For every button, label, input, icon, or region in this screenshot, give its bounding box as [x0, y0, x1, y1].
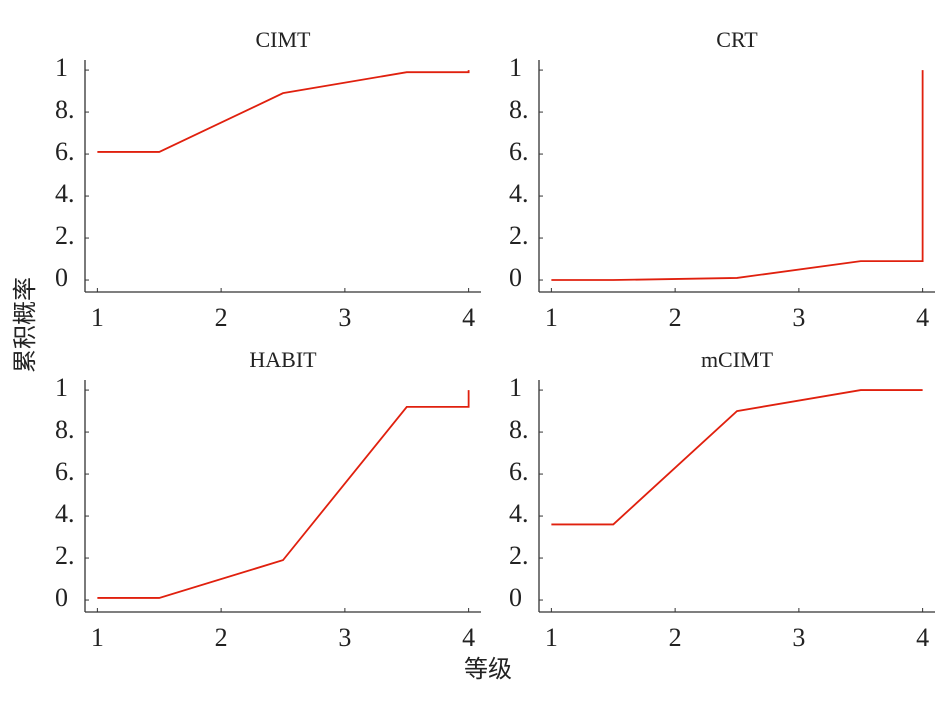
y-tick-label: 8. [55, 415, 75, 444]
y-tick-label: 4. [55, 499, 75, 528]
y-tick-label: 6. [509, 137, 529, 166]
y-tick-label: 0 [55, 263, 68, 292]
x-tick-label: 3 [338, 623, 351, 652]
x-tick-label: 2 [215, 623, 228, 652]
y-tick-label: 8. [55, 95, 75, 124]
y-tick-label: 8. [509, 415, 529, 444]
y-tick-label: 1 [509, 373, 522, 402]
y-tick-label: 4. [509, 499, 529, 528]
x-tick-label: 4 [916, 623, 929, 652]
y-tick-label: 1 [55, 373, 68, 402]
y-tick-label: 2. [55, 541, 75, 570]
y-tick-label: 4. [509, 179, 529, 208]
panel-title: HABIT [249, 347, 317, 372]
panel-title: CIMT [256, 27, 312, 52]
line [97, 390, 470, 599]
y-tick-label: 1 [55, 53, 68, 82]
x-tick-label: 2 [669, 623, 682, 652]
x-tick-label: 1 [545, 623, 558, 652]
y-tick-label: 2. [55, 221, 75, 250]
y-tick-label: 6. [509, 457, 529, 486]
x-tick-label: 3 [792, 623, 805, 652]
y-tick-label: 0 [509, 263, 522, 292]
x-tick-label: 4 [462, 303, 475, 332]
y-tick-label: 0 [55, 583, 68, 612]
y-tick-label: 6. [55, 457, 75, 486]
x-tick-label: 3 [338, 303, 351, 332]
y-tick-label: 4. [55, 179, 75, 208]
y-tick-label: 2. [509, 541, 529, 570]
x-axis-label: 等级 [464, 655, 512, 683]
line [551, 389, 923, 526]
x-tick-label: 4 [916, 303, 929, 332]
x-tick-label: 2 [215, 303, 228, 332]
y-tick-label: 2. [509, 221, 529, 250]
y-tick-label: 8. [509, 95, 529, 124]
y-tick-label: 1 [509, 53, 522, 82]
y-axis-label: 累积概率 [11, 277, 39, 373]
panel-title: mCIMT [701, 347, 774, 372]
y-tick-label: 6. [55, 137, 75, 166]
x-tick-label: 4 [462, 623, 475, 652]
y-tick-label: 0 [509, 583, 522, 612]
x-tick-label: 2 [669, 303, 682, 332]
line [97, 70, 470, 153]
x-tick-label: 1 [545, 303, 558, 332]
x-tick-label: 1 [91, 303, 104, 332]
x-tick-label: 1 [91, 623, 104, 652]
x-tick-label: 3 [792, 303, 805, 332]
line [551, 70, 924, 281]
panel-title: CRT [716, 27, 758, 52]
